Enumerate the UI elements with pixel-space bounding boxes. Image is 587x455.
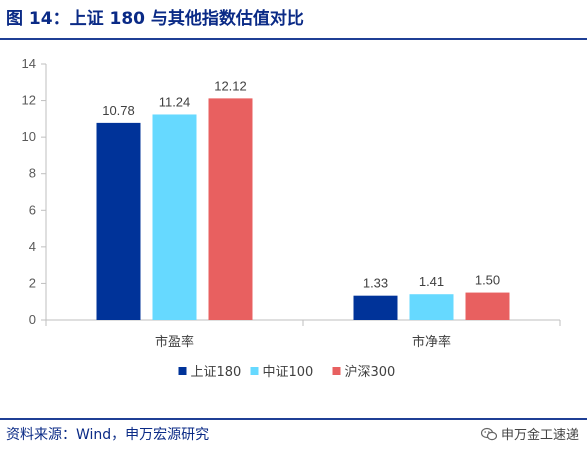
y-tick-label: 10 bbox=[22, 129, 36, 144]
legend-label: 上证180 bbox=[191, 365, 242, 380]
bar-value-label: 12.12 bbox=[214, 78, 247, 93]
chart-data-labels: 10.78 11.24 12.12 1.33 1.41 1.50 bbox=[102, 78, 500, 290]
legend-swatch bbox=[178, 367, 187, 375]
wechat-icon bbox=[480, 427, 497, 440]
bar-value-label: 11.24 bbox=[159, 94, 191, 109]
y-tick-label: 12 bbox=[22, 93, 36, 108]
legend-label: 中证100 bbox=[263, 365, 314, 380]
chart-legend: 上证180 中证100 沪深300 bbox=[178, 364, 396, 380]
legend-item: 中证100 bbox=[250, 365, 314, 380]
bar bbox=[96, 122, 141, 320]
source-divider bbox=[0, 418, 587, 420]
y-tick-label: 6 bbox=[29, 202, 36, 217]
bar-value-label: 1.33 bbox=[363, 276, 388, 291]
bar-chart: 0 2 4 6 8 10 12 14 市盈率 市净率 10.78 11.24 12.12 1.33 1.4… bbox=[22, 56, 561, 380]
y-tick-label: 0 bbox=[29, 312, 36, 327]
bar-value-label: 10.78 bbox=[102, 103, 135, 118]
bar bbox=[353, 295, 398, 320]
legend-swatch bbox=[332, 367, 341, 375]
y-tick-label: 8 bbox=[29, 166, 36, 181]
x-category-label: 市盈率 bbox=[155, 334, 194, 350]
y-tick-label: 14 bbox=[22, 56, 36, 71]
y-tick-label: 2 bbox=[29, 275, 36, 290]
chart-bars bbox=[96, 98, 510, 321]
bar-value-label: 1.41 bbox=[419, 274, 444, 289]
legend-label: 沪深300 bbox=[345, 364, 396, 380]
figure-title: 图 14：上证 180 与其他指数估值对比 bbox=[6, 9, 304, 29]
source-note: 资料来源：Wind，申万宏源研究 bbox=[6, 427, 210, 443]
title-divider bbox=[0, 38, 587, 40]
legend-item: 上证180 bbox=[178, 365, 242, 380]
bar bbox=[208, 98, 253, 321]
legend-swatch bbox=[250, 367, 259, 375]
bar bbox=[465, 292, 510, 320]
legend-item: 沪深300 bbox=[332, 364, 396, 380]
bar bbox=[152, 114, 197, 321]
y-tick-label: 4 bbox=[29, 239, 36, 254]
bar bbox=[409, 294, 454, 320]
watermark-text: 申万金工速递 bbox=[500, 428, 579, 443]
watermark: 申万金工速递 bbox=[480, 424, 579, 443]
x-category-label: 市净率 bbox=[412, 334, 451, 350]
chart-axes: 0 2 4 6 8 10 12 14 市盈率 市净率 bbox=[22, 56, 561, 350]
bar-value-label: 1.50 bbox=[475, 273, 500, 288]
